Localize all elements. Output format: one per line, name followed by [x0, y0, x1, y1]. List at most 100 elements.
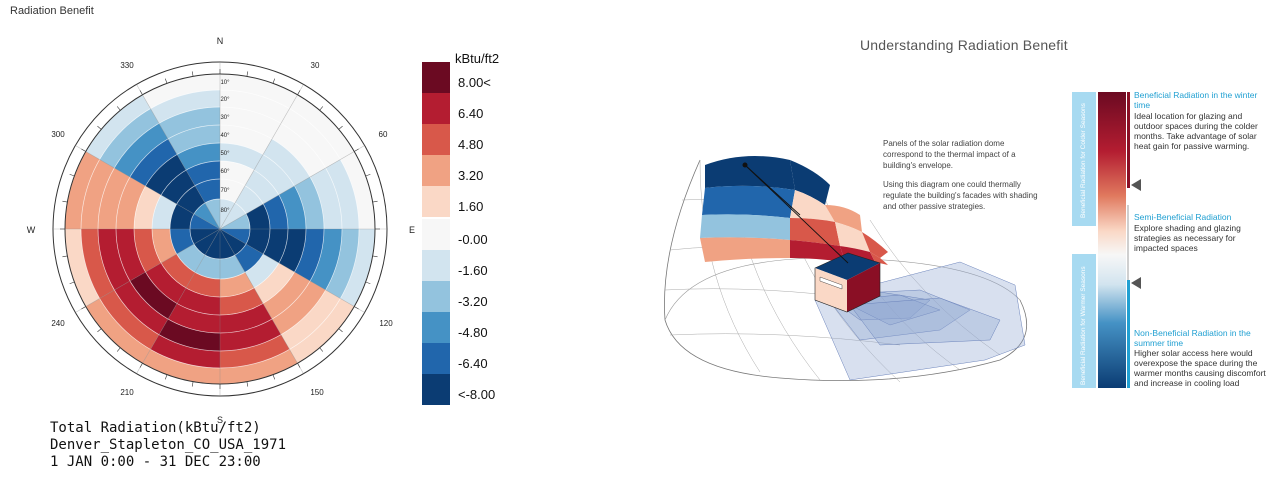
dome-cell [129, 138, 177, 186]
dome-panels [700, 156, 888, 265]
dome-cell [205, 199, 220, 229]
legend-label: -0.00 [458, 232, 488, 247]
dome-cells [65, 74, 375, 384]
dome-cell [340, 151, 375, 229]
azimuth-tick [81, 148, 86, 152]
azimuth-tick [319, 347, 324, 352]
dome-cell [325, 229, 359, 299]
caption-location: Denver_Stapleton_CO_USA_1971 [50, 437, 287, 453]
dome-cell [114, 281, 168, 335]
dome-cell [159, 319, 220, 351]
winter-heading: Beneficial Radiation in the winter time [1134, 90, 1258, 110]
legend-swatch [422, 219, 450, 250]
warm-season-band [1072, 254, 1096, 388]
compass-labels: N S E W 330 30 300 60 240 120 210 150 10° 20° 30° 40° 50… [27, 36, 415, 425]
azimuth-tick [164, 78, 168, 84]
dome-cell [190, 214, 220, 229]
legend-swatch [422, 250, 450, 281]
dome-cell [325, 159, 359, 229]
summer-arrow-icon [1131, 277, 1141, 289]
note-panels: Panels of the solar radiation dome corre… [883, 139, 1016, 170]
dome-cell [159, 107, 220, 139]
azimuth-tick [297, 90, 301, 95]
azimuth-label: 210 [120, 388, 134, 397]
azimuth-tick [365, 281, 371, 285]
dome-cell [281, 108, 341, 168]
dome-cell [134, 186, 162, 229]
dome-cell [194, 203, 220, 229]
dome-cell [220, 90, 290, 124]
altitude-label: 40° [220, 133, 230, 139]
dome-cell [220, 199, 235, 229]
dome-cell [263, 272, 311, 320]
legend-label: <-8.00 [458, 387, 495, 402]
azimuth-label: 30 [311, 61, 320, 70]
dome-cell [168, 303, 220, 333]
altitude-label: 30° [220, 115, 230, 121]
summer-description: Higher solar access here would overexpos… [1134, 348, 1266, 388]
dome-cell [145, 154, 186, 195]
legend-swatch [422, 93, 450, 124]
radiation-dome-plot: N S E W 330 30 300 60 240 120 210 150 10° 20° 30° 40° 50… [27, 36, 499, 425]
dome-cell [220, 287, 263, 315]
azimuth-tick [354, 148, 359, 152]
azimuth-tick [272, 78, 276, 84]
legend-swatch [422, 374, 450, 405]
summer-heading: Non-Beneficial Radiation in the summer t… [1134, 328, 1251, 348]
dome-cell [220, 203, 246, 229]
dome-cell [190, 229, 220, 244]
dome-cell [170, 204, 195, 229]
azimuth-tick [372, 255, 378, 258]
dome-cell [340, 229, 375, 307]
semi-heading: Semi-Beneficial Radiation [1134, 212, 1232, 222]
azimuth-label: 60 [379, 130, 388, 139]
azimuth-tick [139, 363, 143, 368]
dome-cell [98, 229, 130, 290]
warm-season-label: Beneficial Radiation for Warmer Seasons [1080, 266, 1087, 385]
legend-label: 4.80 [458, 137, 483, 152]
winter-marker-bar [1127, 92, 1130, 188]
dome-cell [220, 125, 272, 155]
altitude-label: 50° [220, 151, 230, 157]
azimuth-line [75, 145, 221, 230]
building-cube [814, 252, 881, 313]
dome-cell [220, 254, 245, 279]
azimuth-tick [116, 347, 121, 352]
azimuth-tick [365, 173, 371, 177]
azimuth-line [75, 228, 221, 313]
page-title: Radiation Benefit [10, 5, 94, 17]
azimuth-tick [191, 71, 194, 77]
dome-cell [195, 254, 220, 279]
dome-cell [245, 204, 270, 229]
azimuth-tick [62, 200, 68, 203]
legend-label: -1.60 [458, 263, 488, 278]
dome-cell [220, 349, 298, 384]
legend-unit: kBtu/ft2 [455, 51, 499, 66]
dome-cell [235, 185, 264, 214]
dome-cell [289, 298, 355, 364]
semi-description: Explore shading and glazing strategies a… [1134, 223, 1241, 253]
dome-cell [142, 74, 220, 109]
dome-cell [235, 244, 264, 273]
azimuth-tick [97, 125, 102, 130]
azimuth-tick [319, 106, 324, 111]
pointer-dot [742, 162, 748, 168]
altitude-label: 10° [220, 80, 230, 86]
dome-grid [52, 61, 388, 397]
azimuth-tick [297, 363, 301, 368]
color-legend: kBtu/ft2 8.00< 6.40 4.80 3.20 1.60 -0.00 -1.60 -… [422, 51, 499, 405]
legend-label: -3.20 [458, 294, 488, 309]
azimuth-tick [354, 306, 359, 310]
dome-cell [205, 229, 220, 259]
dome-cell [220, 229, 246, 255]
dome-cell [294, 229, 324, 281]
legend-swatch [422, 281, 450, 312]
dome-cell [220, 334, 290, 368]
dome-cell [263, 138, 311, 186]
legend-label: -4.80 [458, 325, 488, 340]
dome-cell [85, 298, 151, 364]
azimuth-tick [62, 255, 68, 258]
dome-cell [245, 254, 279, 288]
legend-label: -6.40 [458, 356, 488, 371]
dome-cell [254, 263, 295, 304]
